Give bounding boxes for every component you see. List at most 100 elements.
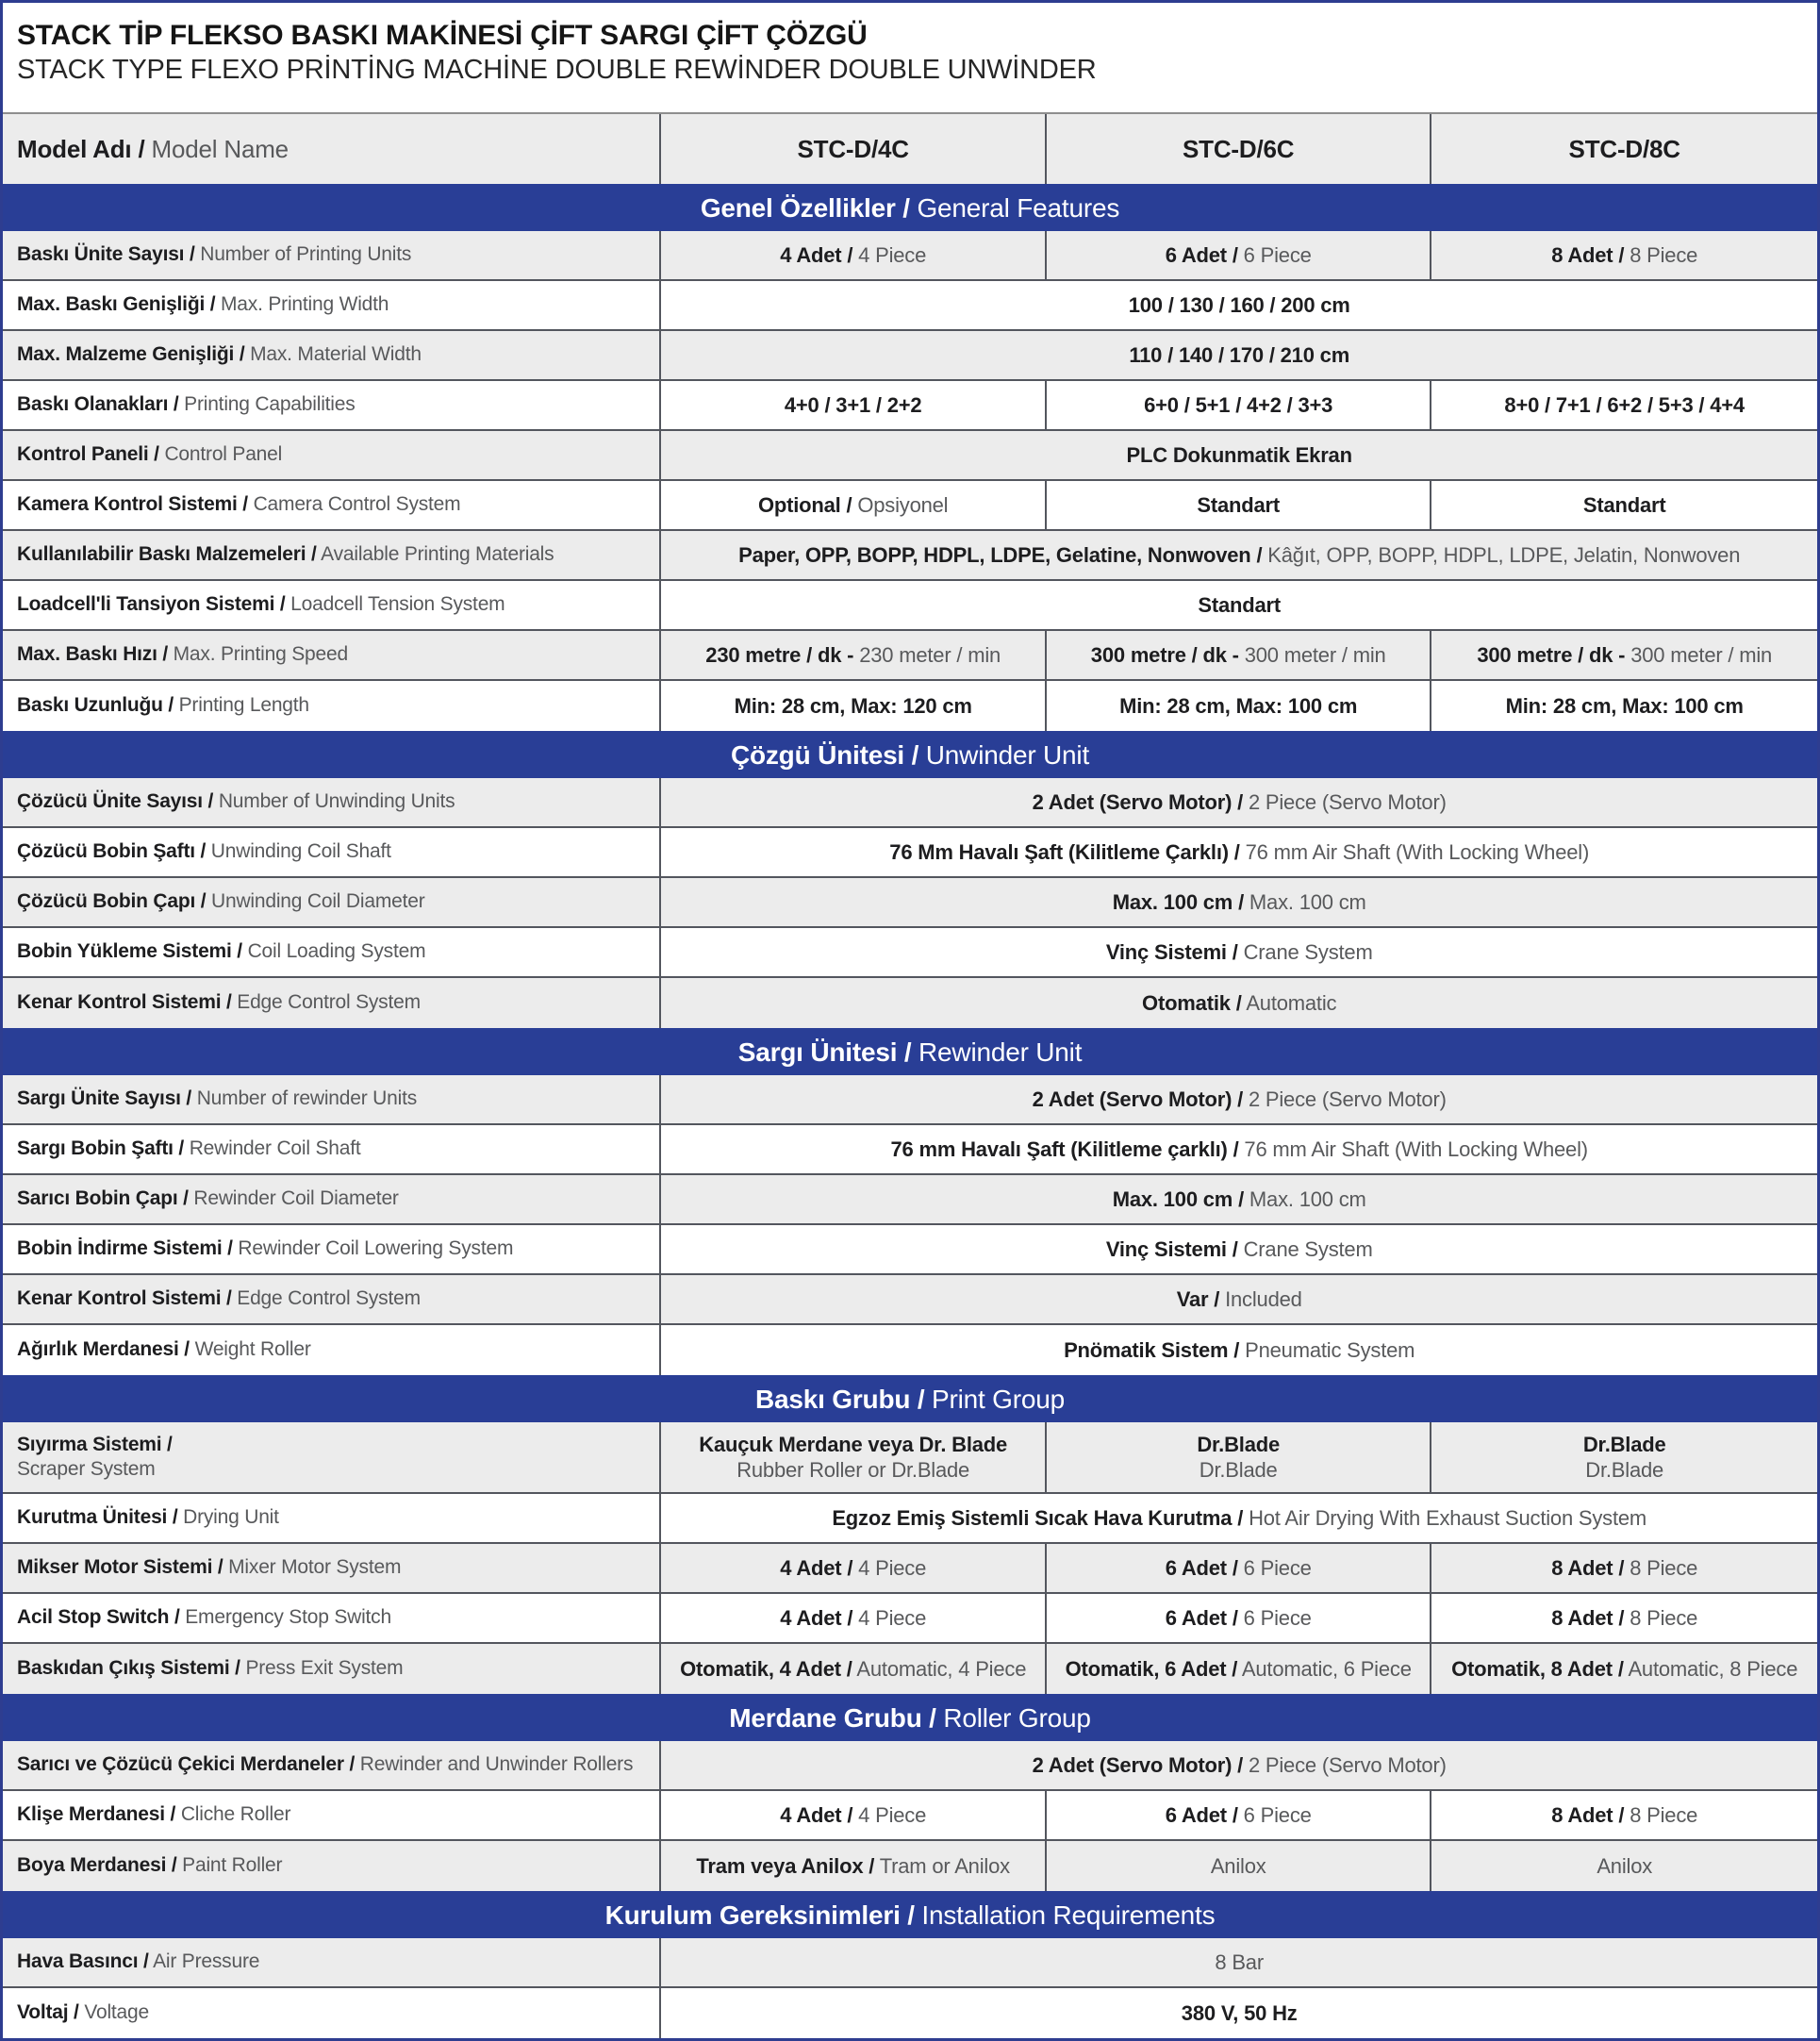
spec-label: Hava Basıncı / Air Pressure — [3, 1938, 662, 1986]
section-title-tr: Genel Özellikler / — [700, 192, 910, 223]
spec-label: Sargı Ünite Sayısı / Number of rewinder … — [3, 1075, 662, 1123]
spec-label: Çözücü Bobin Çapı / Unwinding Coil Diame… — [3, 878, 662, 926]
table-row: Loadcell'li Tansiyon Sistemi / Loadcell … — [3, 581, 1817, 631]
spec-value: 4+0 / 3+1 / 2+2 — [661, 381, 1047, 429]
spec-label: Boya Merdanesi / Paint Roller — [3, 1841, 662, 1891]
spec-value: Standart — [1198, 592, 1282, 617]
spec-value: Pnömatik Sistem / Pneumatic System — [1064, 1337, 1415, 1362]
spec-label: Klişe Merdanesi / Cliche Roller — [3, 1791, 662, 1839]
table-row: Kurutma Ünitesi / Drying Unit Egzoz Emiş… — [3, 1494, 1817, 1544]
table-row: Acil Stop Switch / Emergency Stop Switch… — [3, 1594, 1817, 1644]
table-row: Sıyırma Sistemi / Scraper System Kauçuk … — [3, 1422, 1817, 1494]
section-title-en: Installation Requirements — [921, 1900, 1216, 1930]
section-title-tr: Baskı Grubu / — [754, 1384, 925, 1414]
model-name-header: STC-D/8C — [1568, 134, 1680, 163]
section-header-rewinder-unit: Sargı Ünitesi / Rewinder Unit — [3, 1028, 1817, 1075]
spec-label: Max. Malzeme Genişliği / Max. Material W… — [3, 331, 662, 379]
table-row: Kenar Kontrol Sistemi / Edge Control Sys… — [3, 978, 1817, 1028]
spec-label: Baskıdan Çıkış Sistemi / Press Exit Syst… — [3, 1644, 662, 1694]
spec-value: Max. 100 cm / Max. 100 cm — [1112, 1186, 1366, 1211]
model-name-header: STC-D/6C — [1047, 114, 1432, 184]
section-title-en: Print Group — [932, 1384, 1066, 1414]
table-row: Bobin İndirme Sistemi / Rewinder Coil Lo… — [3, 1225, 1817, 1275]
spec-value: Otomatik, 8 Adet / Automatic, 8 Piece — [1451, 1656, 1798, 1681]
label-en: Model Name — [151, 134, 290, 163]
spec-value: 76 mm Havalı Şaft (Kilitleme çarklı) / 7… — [890, 1137, 1588, 1161]
section-header-print-group: Baskı Grubu / Print Group — [3, 1375, 1817, 1422]
spec-value: 380 V, 50 Hz — [1181, 2000, 1298, 2025]
spec-label: Çözücü Bobin Şaftı / Unwinding Coil Shaf… — [3, 828, 662, 876]
spec-value: Otomatik, 6 Adet / Automatic, 6 Piece — [1047, 1644, 1432, 1694]
spec-value: Dr.Blade Dr.Blade — [1582, 1432, 1666, 1483]
table-row: Baskı Uzunluğu / Printing Length Min: 28… — [3, 681, 1817, 731]
spec-value: Vinç Sistemi / Crane System — [1105, 1236, 1373, 1261]
section-title-tr: Çözgü Ünitesi / — [730, 739, 919, 770]
model-name-header: STC-D/4C — [661, 114, 1047, 184]
spec-label: Kullanılabilir Baskı Malzemeleri / Avail… — [3, 531, 662, 579]
section-title-tr: Merdane Grubu / — [729, 1702, 936, 1733]
table-row: Bobin Yükleme Sistemi / Coil Loading Sys… — [3, 928, 1817, 978]
table-row: Voltaj / Voltage 380 V, 50 Hz — [3, 1988, 1817, 2038]
table-row: Sargı Bobin Şaftı / Rewinder Coil Shaft … — [3, 1125, 1817, 1175]
table-row: Klişe Merdanesi / Cliche Roller 4 Adet /… — [3, 1791, 1817, 1841]
spec-value: 8 Bar — [1215, 1950, 1264, 1974]
table-row: Kullanılabilir Baskı Malzemeleri / Avail… — [3, 531, 1817, 581]
model-header-row: Model Adı / Model Name STC-D/4C STC-D/6C… — [3, 114, 1817, 184]
table-row: Sarıcı Bobin Çapı / Rewinder Coil Diamet… — [3, 1175, 1817, 1225]
spec-label: Baskı Ünite Sayısı / Number of Printing … — [3, 231, 662, 279]
spec-label: Max. Baskı Hızı / Max. Printing Speed — [3, 631, 662, 679]
spec-value: Anilox — [1597, 1853, 1653, 1878]
spec-value: Min: 28 cm, Max: 100 cm — [1505, 693, 1744, 718]
spec-label: Kurutma Ünitesi / Drying Unit — [3, 1494, 662, 1542]
spec-value: Max. 100 cm / Max. 100 cm — [1112, 889, 1366, 914]
spec-label: Baskı Uzunluğu / Printing Length — [3, 681, 662, 731]
section-header-general-features: Genel Özellikler / General Features — [3, 184, 1817, 231]
title-block: STACK TİP FLEKSO BASKI MAKİNESİ ÇİFT SAR… — [3, 3, 1817, 114]
section-header-installation-requirements: Kurulum Gereksinimleri / Installation Re… — [3, 1891, 1817, 1938]
spec-label: Acil Stop Switch / Emergency Stop Switch — [3, 1594, 662, 1642]
section-title-en: Roller Group — [943, 1702, 1091, 1733]
table-row: Boya Merdanesi / Paint Roller Tram veya … — [3, 1841, 1817, 1891]
page-title: STACK TİP FLEKSO BASKI MAKİNESİ ÇİFT SAR… — [17, 20, 868, 51]
section-title-tr: Sargı Ünitesi / — [737, 1037, 912, 1067]
spec-label: Kenar Kontrol Sistemi / Edge Control Sys… — [3, 978, 662, 1028]
section-title-en: Unwinder Unit — [925, 739, 1090, 770]
spec-value: 4 Adet / 4 Piece — [661, 1544, 1047, 1592]
spec-label: Ağırlık Merdanesi / Weight Roller — [3, 1325, 662, 1375]
table-row: Hava Basıncı / Air Pressure 8 Bar — [3, 1938, 1817, 1988]
spec-value: Tram veya Anilox / Tram or Anilox — [661, 1841, 1047, 1891]
spec-value: 100 / 130 / 160 / 200 cm — [1128, 292, 1350, 317]
spec-value: 6 Adet / 6 Piece — [1047, 1594, 1432, 1642]
spec-value: 110 / 140 / 170 / 210 cm — [1129, 342, 1350, 367]
spec-value: Min: 28 cm, Max: 120 cm — [661, 681, 1047, 731]
spec-value: Optional / Opsiyonel — [661, 481, 1047, 529]
section-title-en: Rewinder Unit — [918, 1037, 1083, 1067]
spec-value: Min: 28 cm, Max: 100 cm — [1047, 681, 1432, 731]
spec-value: 2 Adet (Servo Motor) / 2 Piece (Servo Mo… — [1032, 1087, 1447, 1111]
spec-value: 4 Adet / 4 Piece — [661, 1594, 1047, 1642]
spec-value: 8 Adet / 8 Piece — [1551, 242, 1698, 267]
spec-label: Sarıcı ve Çözücü Çekici Merdaneler / Rew… — [3, 1741, 662, 1789]
spec-value: Otomatik, 4 Adet / Automatic, 4 Piece — [661, 1644, 1047, 1694]
spec-label: Kontrol Paneli / Control Panel — [3, 431, 662, 479]
section-header-unwinder-unit: Çözgü Ünitesi / Unwinder Unit — [3, 731, 1817, 778]
spec-label: Bobin Yükleme Sistemi / Coil Loading Sys… — [3, 928, 662, 976]
table-row: Kontrol Paneli / Control Panel PLC Dokun… — [3, 431, 1817, 481]
spec-label: Sargı Bobin Şaftı / Rewinder Coil Shaft — [3, 1125, 662, 1173]
spec-value: 6+0 / 5+1 / 4+2 / 3+3 — [1047, 381, 1432, 429]
spec-label: Voltaj / Voltage — [3, 1988, 662, 2038]
spec-label: Baskı Olanakları / Printing Capabilities — [3, 381, 662, 429]
spec-value: Egzoz Emiş Sistemli Sıcak Hava Kurutma /… — [832, 1505, 1647, 1530]
table-row: Çözücü Bobin Şaftı / Unwinding Coil Shaf… — [3, 828, 1817, 878]
spec-value: 2 Adet (Servo Motor) / 2 Piece (Servo Mo… — [1032, 1752, 1447, 1777]
spec-label: Kenar Kontrol Sistemi / Edge Control Sys… — [3, 1275, 662, 1323]
spec-value: 4 Adet / 4 Piece — [661, 231, 1047, 279]
table-row: Sarıcı ve Çözücü Çekici Merdaneler / Rew… — [3, 1741, 1817, 1791]
page-subtitle: STACK TYPE FLEXO PRİNTİNG MACHİNE DOUBLE… — [17, 55, 1097, 85]
spec-label: Sıyırma Sistemi / Scraper System — [3, 1422, 662, 1492]
spec-value: Standart — [1582, 492, 1666, 517]
spec-value: Paper, OPP, BOPP, HDPL, LDPE, Gelatine, … — [738, 542, 1741, 567]
table-row: Max. Baskı Hızı / Max. Printing Speed 23… — [3, 631, 1817, 681]
model-header-label: Model Adı / Model Name — [3, 114, 662, 184]
